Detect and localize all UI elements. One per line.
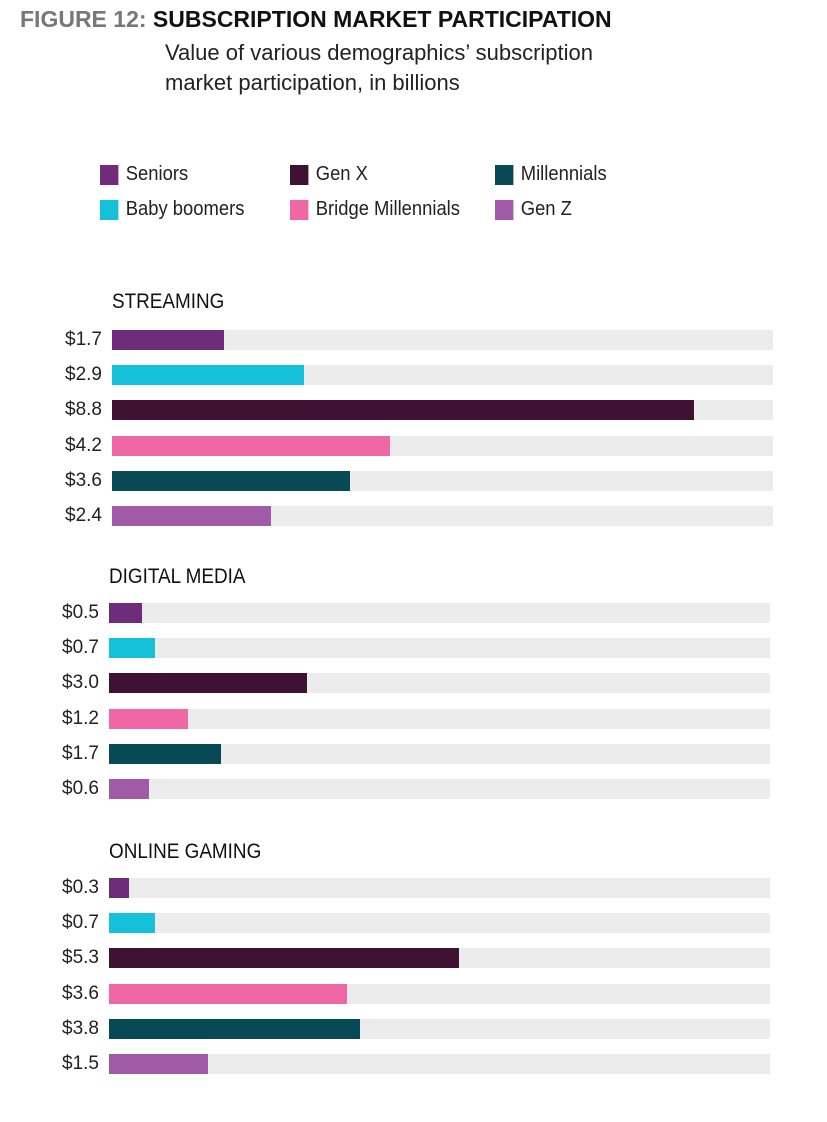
legend-swatch bbox=[290, 164, 309, 185]
legend-label: Bridge Millennials bbox=[315, 198, 460, 220]
chart-title: SUBSCRIPTION MARKET PARTICIPATION bbox=[152, 6, 612, 32]
bar-track bbox=[109, 708, 770, 729]
bar-baby-boomers bbox=[109, 638, 156, 659]
value-label: $0.7 bbox=[62, 912, 99, 934]
value-label: $3.6 bbox=[62, 982, 99, 1004]
bar-track bbox=[112, 506, 773, 526]
bar-bridge-millennials bbox=[112, 435, 390, 456]
value-label: $1.7 bbox=[62, 742, 99, 764]
figure-label: FIGURE 12: bbox=[20, 6, 147, 32]
bar-track bbox=[109, 638, 770, 659]
legend-label: Gen Z bbox=[520, 198, 572, 220]
bar-track bbox=[109, 673, 770, 694]
figure-heading: FIGURE 12: SUBSCRIPTION MARKET PARTICIPA… bbox=[20, 6, 612, 33]
bar-gen-x bbox=[109, 673, 308, 694]
bar-gen-z bbox=[109, 1054, 209, 1074]
bar-track bbox=[112, 470, 773, 491]
chart-subtitle: Value of various demographics’ subscript… bbox=[165, 38, 765, 98]
bar-track bbox=[109, 983, 770, 1004]
bar-seniors bbox=[109, 603, 143, 623]
value-label: $0.7 bbox=[62, 637, 99, 659]
legend-item-bridge-millennials: Bridge Millennials bbox=[290, 198, 460, 221]
bar-track bbox=[112, 435, 773, 456]
panel-title-online-gaming: ONLINE GAMING bbox=[109, 840, 262, 863]
bar-baby-boomers bbox=[112, 365, 304, 386]
value-label: $3.6 bbox=[65, 469, 102, 491]
value-label: $1.7 bbox=[65, 329, 102, 350]
value-label: $4.2 bbox=[65, 434, 102, 456]
value-label: $1.2 bbox=[62, 707, 99, 729]
bar-bridge-millennials bbox=[109, 983, 347, 1004]
bar-gen-z bbox=[109, 779, 149, 799]
legend-label: Millennials bbox=[520, 163, 607, 185]
value-label: $2.9 bbox=[65, 364, 102, 386]
legend-item-seniors: Seniors bbox=[100, 163, 188, 186]
legend-item-baby-boomers: Baby boomers bbox=[100, 198, 244, 221]
bar-millennials bbox=[109, 1018, 361, 1039]
legend-label: Baby boomers bbox=[125, 198, 245, 220]
panel-title-streaming: STREAMING bbox=[112, 290, 225, 313]
bar-track bbox=[109, 1054, 770, 1074]
value-label: $1.5 bbox=[62, 1053, 99, 1074]
legend-item-gen-x: Gen X bbox=[290, 163, 368, 186]
bar-gen-z bbox=[112, 506, 271, 526]
value-label: $3.0 bbox=[62, 672, 99, 694]
bar-gen-x bbox=[112, 400, 694, 421]
bar-gen-x bbox=[109, 948, 460, 969]
legend-swatch bbox=[100, 199, 119, 220]
bar-baby-boomers bbox=[109, 913, 156, 934]
legend-swatch bbox=[100, 164, 119, 185]
bar-track bbox=[109, 603, 770, 623]
legend-item-millennials: Millennials bbox=[495, 163, 607, 186]
bar-seniors bbox=[112, 330, 225, 350]
bar-track bbox=[109, 743, 770, 764]
bar-track bbox=[112, 365, 773, 386]
bar-track bbox=[112, 400, 773, 421]
legend-label: Gen X bbox=[315, 163, 368, 185]
value-label: $0.3 bbox=[62, 877, 99, 898]
value-label: $8.8 bbox=[65, 399, 102, 421]
value-label: $2.4 bbox=[65, 505, 102, 526]
bar-track bbox=[109, 779, 770, 799]
bar-track bbox=[109, 948, 770, 969]
bar-track bbox=[109, 913, 770, 934]
legend-swatch bbox=[290, 199, 309, 220]
value-label: $5.3 bbox=[62, 947, 99, 969]
subtitle-line-1: Value of various demographics’ subscript… bbox=[165, 40, 594, 65]
legend-swatch bbox=[495, 199, 514, 220]
bar-track bbox=[109, 878, 770, 898]
value-label: $3.8 bbox=[62, 1017, 99, 1039]
bar-bridge-millennials bbox=[109, 708, 189, 729]
bar-seniors bbox=[109, 878, 129, 898]
value-label: $0.6 bbox=[62, 778, 99, 799]
bar-track bbox=[112, 330, 773, 350]
bar-millennials bbox=[109, 743, 222, 764]
value-label: $0.5 bbox=[62, 602, 99, 623]
bar-millennials bbox=[112, 470, 350, 491]
legend-label: Seniors bbox=[125, 163, 189, 185]
panel-title-digital-media: DIGITAL MEDIA bbox=[109, 565, 246, 588]
legend-swatch bbox=[495, 164, 514, 185]
bar-track bbox=[109, 1018, 770, 1039]
legend-item-gen-z: Gen Z bbox=[495, 198, 572, 221]
subtitle-line-2: market participation, in billions bbox=[165, 70, 460, 95]
